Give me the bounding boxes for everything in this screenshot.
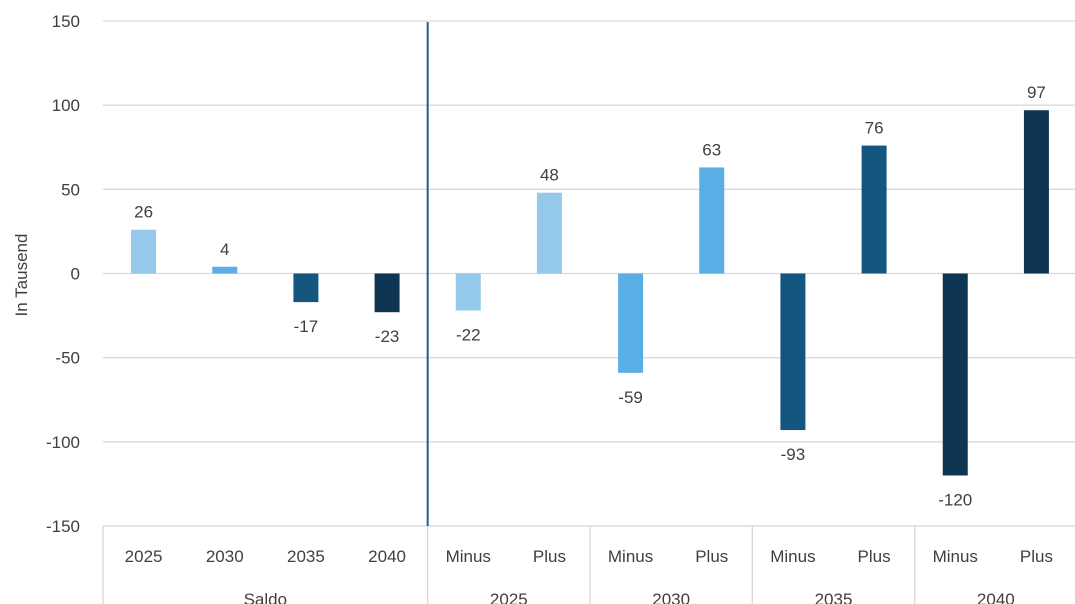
data-label: -59 [618, 388, 643, 407]
x-category-label: Minus [446, 547, 491, 566]
data-labels: 26 4 -17 -23 -22 48 -59 63 -93 76 -120 97 [134, 83, 1046, 509]
x-category-label: Minus [608, 547, 653, 566]
bar [374, 273, 400, 313]
data-label: 76 [865, 119, 884, 138]
gridlines [103, 20, 1075, 527]
bar [212, 266, 238, 274]
bars [131, 110, 1049, 476]
bar [131, 229, 157, 274]
x-group-label: 2025 [490, 590, 528, 604]
bar [861, 145, 887, 274]
x-category-label: Plus [695, 547, 728, 566]
x-category-label: Plus [533, 547, 566, 566]
x-category-label: 2035 [287, 547, 325, 566]
y-tick-label: -100 [46, 433, 80, 452]
data-label: 63 [702, 140, 721, 159]
data-label: -22 [456, 326, 481, 345]
data-label: -120 [938, 491, 972, 510]
x-category-label: 2025 [125, 547, 163, 566]
data-label: 48 [540, 166, 559, 185]
data-label: 26 [134, 203, 153, 222]
bar [293, 273, 319, 303]
y-tick-label: 150 [52, 12, 80, 31]
x-group-label: 2035 [815, 590, 853, 604]
bar [536, 192, 562, 274]
y-tick-label: -150 [46, 517, 80, 536]
x-category-label: Plus [858, 547, 891, 566]
x-category-label: Minus [933, 547, 978, 566]
x-category-label: Plus [1020, 547, 1053, 566]
x-group-label: 2030 [652, 590, 690, 604]
x-category-label: Minus [770, 547, 815, 566]
x-group-label: Saldo [244, 590, 287, 604]
x-category-label: 2040 [368, 547, 406, 566]
bar [618, 273, 644, 373]
bar [780, 273, 806, 431]
y-tick-label: -50 [55, 349, 80, 368]
data-label: 4 [220, 240, 229, 259]
x-category-label: 2030 [206, 547, 244, 566]
data-label: -93 [781, 445, 806, 464]
bar [1023, 110, 1049, 274]
data-label: 97 [1027, 83, 1046, 102]
bar [942, 273, 968, 476]
bar [455, 273, 481, 311]
x-group-label: 2040 [977, 590, 1015, 604]
data-label: -17 [294, 317, 319, 336]
axes: 150 100 50 0 -50 -100 -150 2025 2030 2035 2040 Minu… [46, 12, 1075, 604]
y-tick-label: 0 [71, 265, 80, 284]
y-tick-label: 100 [52, 96, 80, 115]
bar [699, 167, 725, 274]
y-axis-label: In Tausend [12, 234, 31, 317]
y-tick-label: 50 [61, 180, 80, 199]
data-label: -23 [375, 327, 400, 346]
